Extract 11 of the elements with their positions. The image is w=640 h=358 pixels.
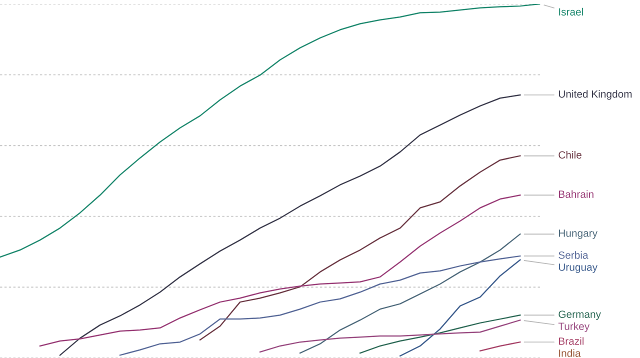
text: Bahrain xyxy=(559,190,594,198)
text: India xyxy=(559,349,581,357)
text: Brazil xyxy=(559,337,584,345)
text: Hungary xyxy=(559,230,598,239)
series-label: Israel xyxy=(559,8,583,16)
text: Chile xyxy=(558,150,582,159)
text: Serbia xyxy=(558,251,588,259)
text: Turkey xyxy=(558,322,590,332)
text: United Kingdom xyxy=(558,90,632,100)
text: Germany xyxy=(558,310,601,320)
text: Uruguay xyxy=(558,264,598,273)
